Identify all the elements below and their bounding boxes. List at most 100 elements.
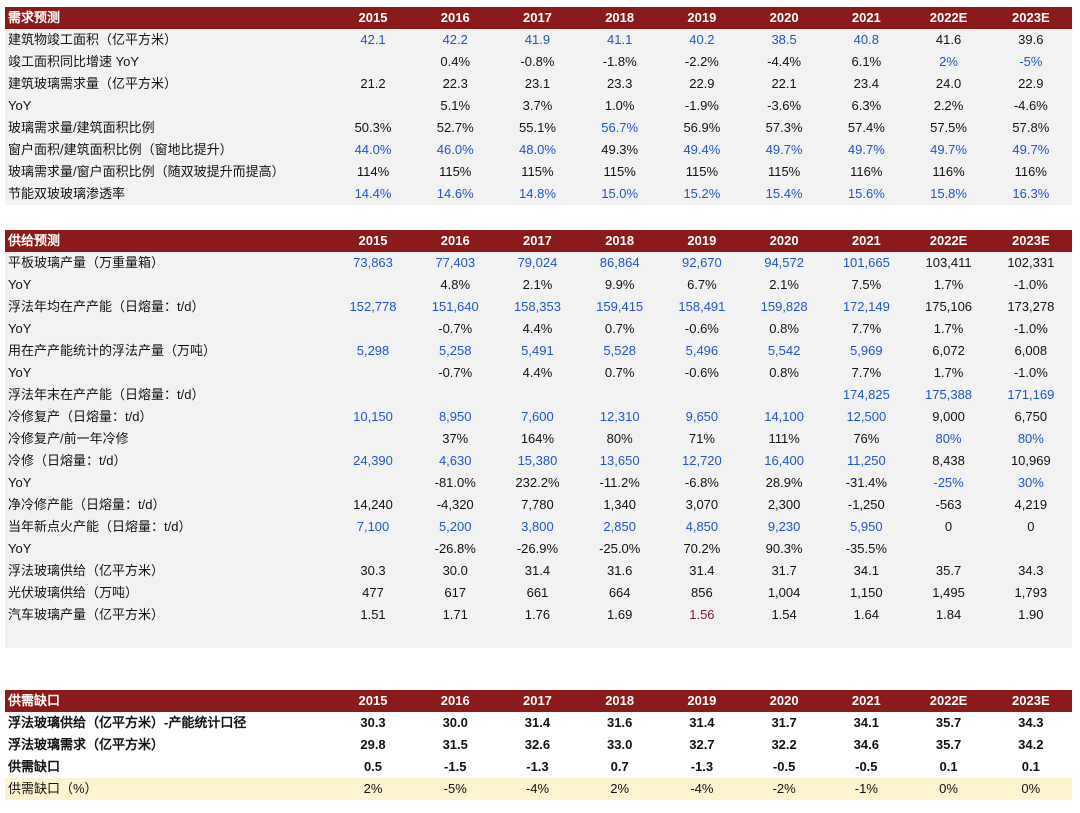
table-cell: 23.3 bbox=[578, 73, 661, 95]
table-cell: 2.1% bbox=[496, 274, 579, 296]
table-cell: 14,240 bbox=[331, 494, 415, 516]
table-cell: 2,300 bbox=[743, 494, 826, 516]
table-cell: 52.7% bbox=[414, 117, 497, 139]
table-cell: -2.2% bbox=[660, 51, 743, 73]
row-label: 竣工面积同比增速 YoY bbox=[5, 51, 332, 73]
table-cell: -0.7% bbox=[414, 318, 497, 340]
table-cell: 16,400 bbox=[743, 450, 826, 472]
table-cell: 2% bbox=[331, 778, 415, 800]
table-cell: 103,411 bbox=[907, 252, 990, 274]
table-cell: -0.5 bbox=[743, 756, 826, 778]
table-cell: 175,388 bbox=[907, 384, 990, 406]
table-cell: 16.3% bbox=[989, 183, 1072, 205]
row-label: YoY bbox=[5, 95, 332, 117]
table-cell: 5,200 bbox=[414, 516, 497, 538]
table-cell: -31.4% bbox=[825, 472, 908, 494]
table-cell: 4.8% bbox=[414, 274, 497, 296]
demand-header-row: 需求预测 2015 2016 2017 2018 2019 2020 2021 2022E 202… bbox=[5, 7, 1072, 29]
table-cell: 57.3% bbox=[743, 117, 826, 139]
row-label: 窗户面积/建筑面积比例（窗地比提升） bbox=[5, 139, 332, 161]
table-cell: 115% bbox=[496, 161, 579, 183]
table-cell: 21.2 bbox=[331, 73, 415, 95]
table-cell: 34.1 bbox=[825, 560, 908, 582]
table-cell bbox=[331, 95, 415, 117]
supply-section-title: 供给预测 bbox=[5, 230, 332, 252]
row-label: 浮法玻璃需求（亿平方米） bbox=[5, 734, 332, 756]
table-cell: 49.3% bbox=[578, 139, 661, 161]
table-cell: 41.9 bbox=[496, 29, 579, 51]
table-cell: 57.5% bbox=[907, 117, 990, 139]
table-cell: 79,024 bbox=[496, 252, 579, 274]
table-cell: 35.7 bbox=[907, 734, 990, 756]
table-cell: 2.1% bbox=[743, 274, 826, 296]
table-row: 浮法年末在产产能（日熔量：t/d） 174,825 175,388 171,169 bbox=[5, 384, 1072, 406]
table-cell: 6.3% bbox=[825, 95, 908, 117]
table-cell: 55.1% bbox=[496, 117, 579, 139]
table-cell: -4,320 bbox=[414, 494, 497, 516]
table-cell: 173,278 bbox=[989, 296, 1072, 318]
table-cell: 80% bbox=[907, 428, 990, 450]
table-row: 平板玻璃产量（万重量箱） 73,863 77,403 79,024 86,864 92,6… bbox=[5, 252, 1072, 274]
table-cell: 151,640 bbox=[414, 296, 497, 318]
table-cell: -26.8% bbox=[414, 538, 497, 560]
table-cell: 115% bbox=[414, 161, 497, 183]
table-row: 净冷修产能（日熔量：t/d） 14,240 -4,320 7,780 1,340 3,07… bbox=[5, 494, 1072, 516]
table-cell: 6.1% bbox=[825, 51, 908, 73]
table-cell: 56.9% bbox=[660, 117, 743, 139]
table-cell: 6,072 bbox=[907, 340, 990, 362]
gap-year-header: 2021 bbox=[825, 690, 908, 712]
gap-year-header: 2020 bbox=[743, 690, 826, 712]
table-cell: 1.51 bbox=[331, 604, 415, 626]
table-cell: -5% bbox=[989, 51, 1072, 73]
table-cell: 23.1 bbox=[496, 73, 579, 95]
table-cell: 172,149 bbox=[825, 296, 908, 318]
supply-forecast-table: 供给预测 2015 2016 2017 2018 2019 2020 2021 2022E 202… bbox=[5, 230, 1072, 648]
table-cell: 2% bbox=[578, 778, 661, 800]
table-cell: 7,100 bbox=[331, 516, 415, 538]
demand-year-header: 2023E bbox=[989, 7, 1072, 29]
table-row: 光伏玻璃供给（万吨） 477 617 661 664 856 1,004 1,150 1,495… bbox=[5, 582, 1072, 604]
table-cell bbox=[331, 318, 415, 340]
gap-year-header: 2016 bbox=[414, 690, 497, 712]
table-cell: -1.0% bbox=[989, 362, 1072, 384]
table-cell: -25% bbox=[907, 472, 990, 494]
gap-year-header: 2022E bbox=[907, 690, 990, 712]
table-cell: 4,850 bbox=[660, 516, 743, 538]
table-cell: 0.7 bbox=[578, 756, 661, 778]
table-cell: 31.5 bbox=[414, 734, 497, 756]
table-cell: -1.0% bbox=[989, 318, 1072, 340]
supply-year-header: 2021 bbox=[825, 230, 908, 252]
table-cell: 5,969 bbox=[825, 340, 908, 362]
table-cell: 33.0 bbox=[578, 734, 661, 756]
table-cell: -0.6% bbox=[660, 362, 743, 384]
table-row: 玻璃需求量/窗户面积比例（随双玻提升而提高） 114% 115% 115% 115% 11… bbox=[5, 161, 1072, 183]
table-cell: 31.7 bbox=[743, 712, 826, 734]
table-cell bbox=[331, 472, 415, 494]
table-cell: 1,340 bbox=[578, 494, 661, 516]
table-cell bbox=[331, 538, 415, 560]
table-cell: 0 bbox=[907, 516, 990, 538]
empty-cell bbox=[414, 626, 497, 648]
table-cell: 6.7% bbox=[660, 274, 743, 296]
table-cell: 73,863 bbox=[331, 252, 415, 274]
table-cell: 159,415 bbox=[578, 296, 661, 318]
table-cell: 34.3 bbox=[989, 712, 1072, 734]
table-cell: 158,491 bbox=[660, 296, 743, 318]
table-row: YoY -0.7% 4.4% 0.7% -0.6% 0.8% 7.7% 1.7% -1.0% bbox=[5, 318, 1072, 340]
table-cell: 22.9 bbox=[989, 73, 1072, 95]
table-cell: 116% bbox=[907, 161, 990, 183]
table-cell: 30.3 bbox=[331, 712, 415, 734]
table-cell bbox=[331, 384, 415, 406]
table-cell: 0.1 bbox=[989, 756, 1072, 778]
table-cell: -11.2% bbox=[578, 472, 661, 494]
demand-year-header: 2021 bbox=[825, 7, 908, 29]
table-cell: 158,353 bbox=[496, 296, 579, 318]
table-cell: 94,572 bbox=[743, 252, 826, 274]
table-cell: 617 bbox=[414, 582, 497, 604]
table-cell: 116% bbox=[825, 161, 908, 183]
table-cell: 10,150 bbox=[331, 406, 415, 428]
table-cell: 29.8 bbox=[331, 734, 415, 756]
table-cell: 34.1 bbox=[825, 712, 908, 734]
gap-year-header: 2018 bbox=[578, 690, 661, 712]
table-row: 供需缺口 0.5 -1.5 -1.3 0.7 -1.3 -0.5 -0.5 0.1 0.1 bbox=[5, 756, 1072, 778]
